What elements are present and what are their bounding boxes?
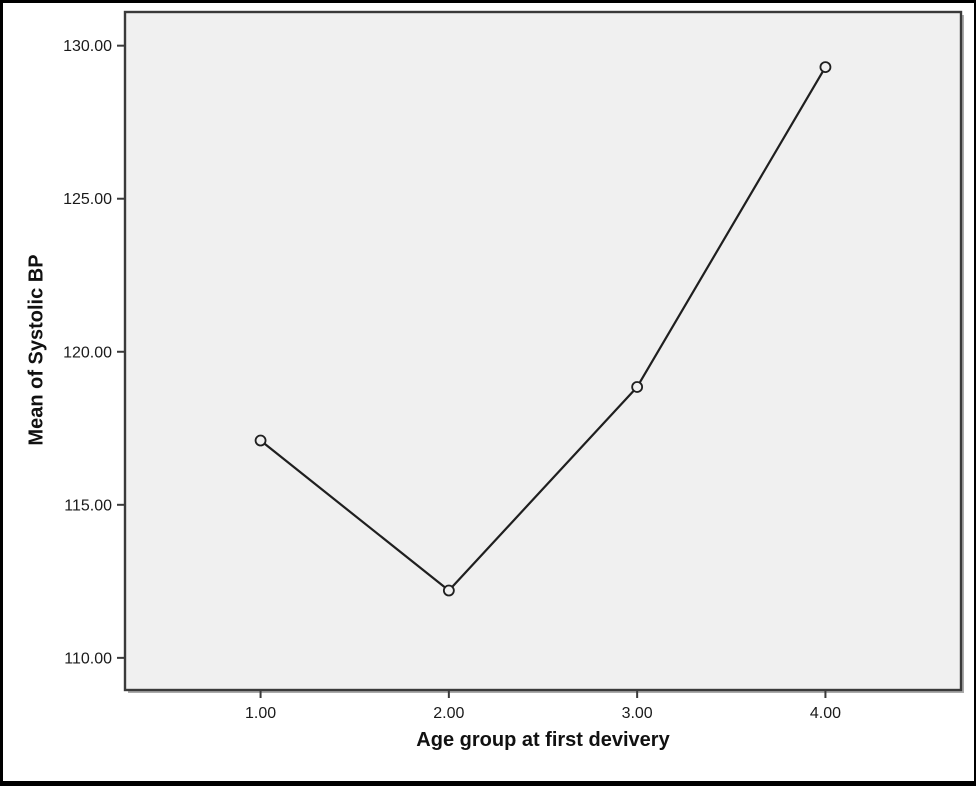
y-tick-label: 130.00 (63, 38, 112, 55)
data-point-marker (819, 61, 832, 73)
y-tick-label: 120.00 (63, 344, 112, 361)
x-tick-label: 4.00 (810, 705, 841, 722)
line-chart: 110.00 115.00 120.00 125.00 130.00 1.00 2.00 3.… (63, 10, 964, 722)
y-axis-title: Mean of Systolic BP (25, 254, 48, 446)
data-point-marker (631, 381, 644, 393)
x-tick-label: 2.00 (433, 705, 464, 722)
data-point-marker (254, 434, 267, 447)
plot-area (123, 10, 963, 692)
x-axis-title: Age group at first devivery (416, 729, 670, 751)
y-tick-label: 115.00 (64, 497, 112, 514)
x-tick-label: 1.00 (245, 705, 276, 722)
x-tick-label: 3.00 (622, 705, 653, 722)
data-point-marker (442, 584, 455, 597)
y-tick-label: 125.00 (63, 191, 112, 208)
y-tick-label: 110.00 (64, 650, 112, 667)
series-line (259, 66, 827, 593)
